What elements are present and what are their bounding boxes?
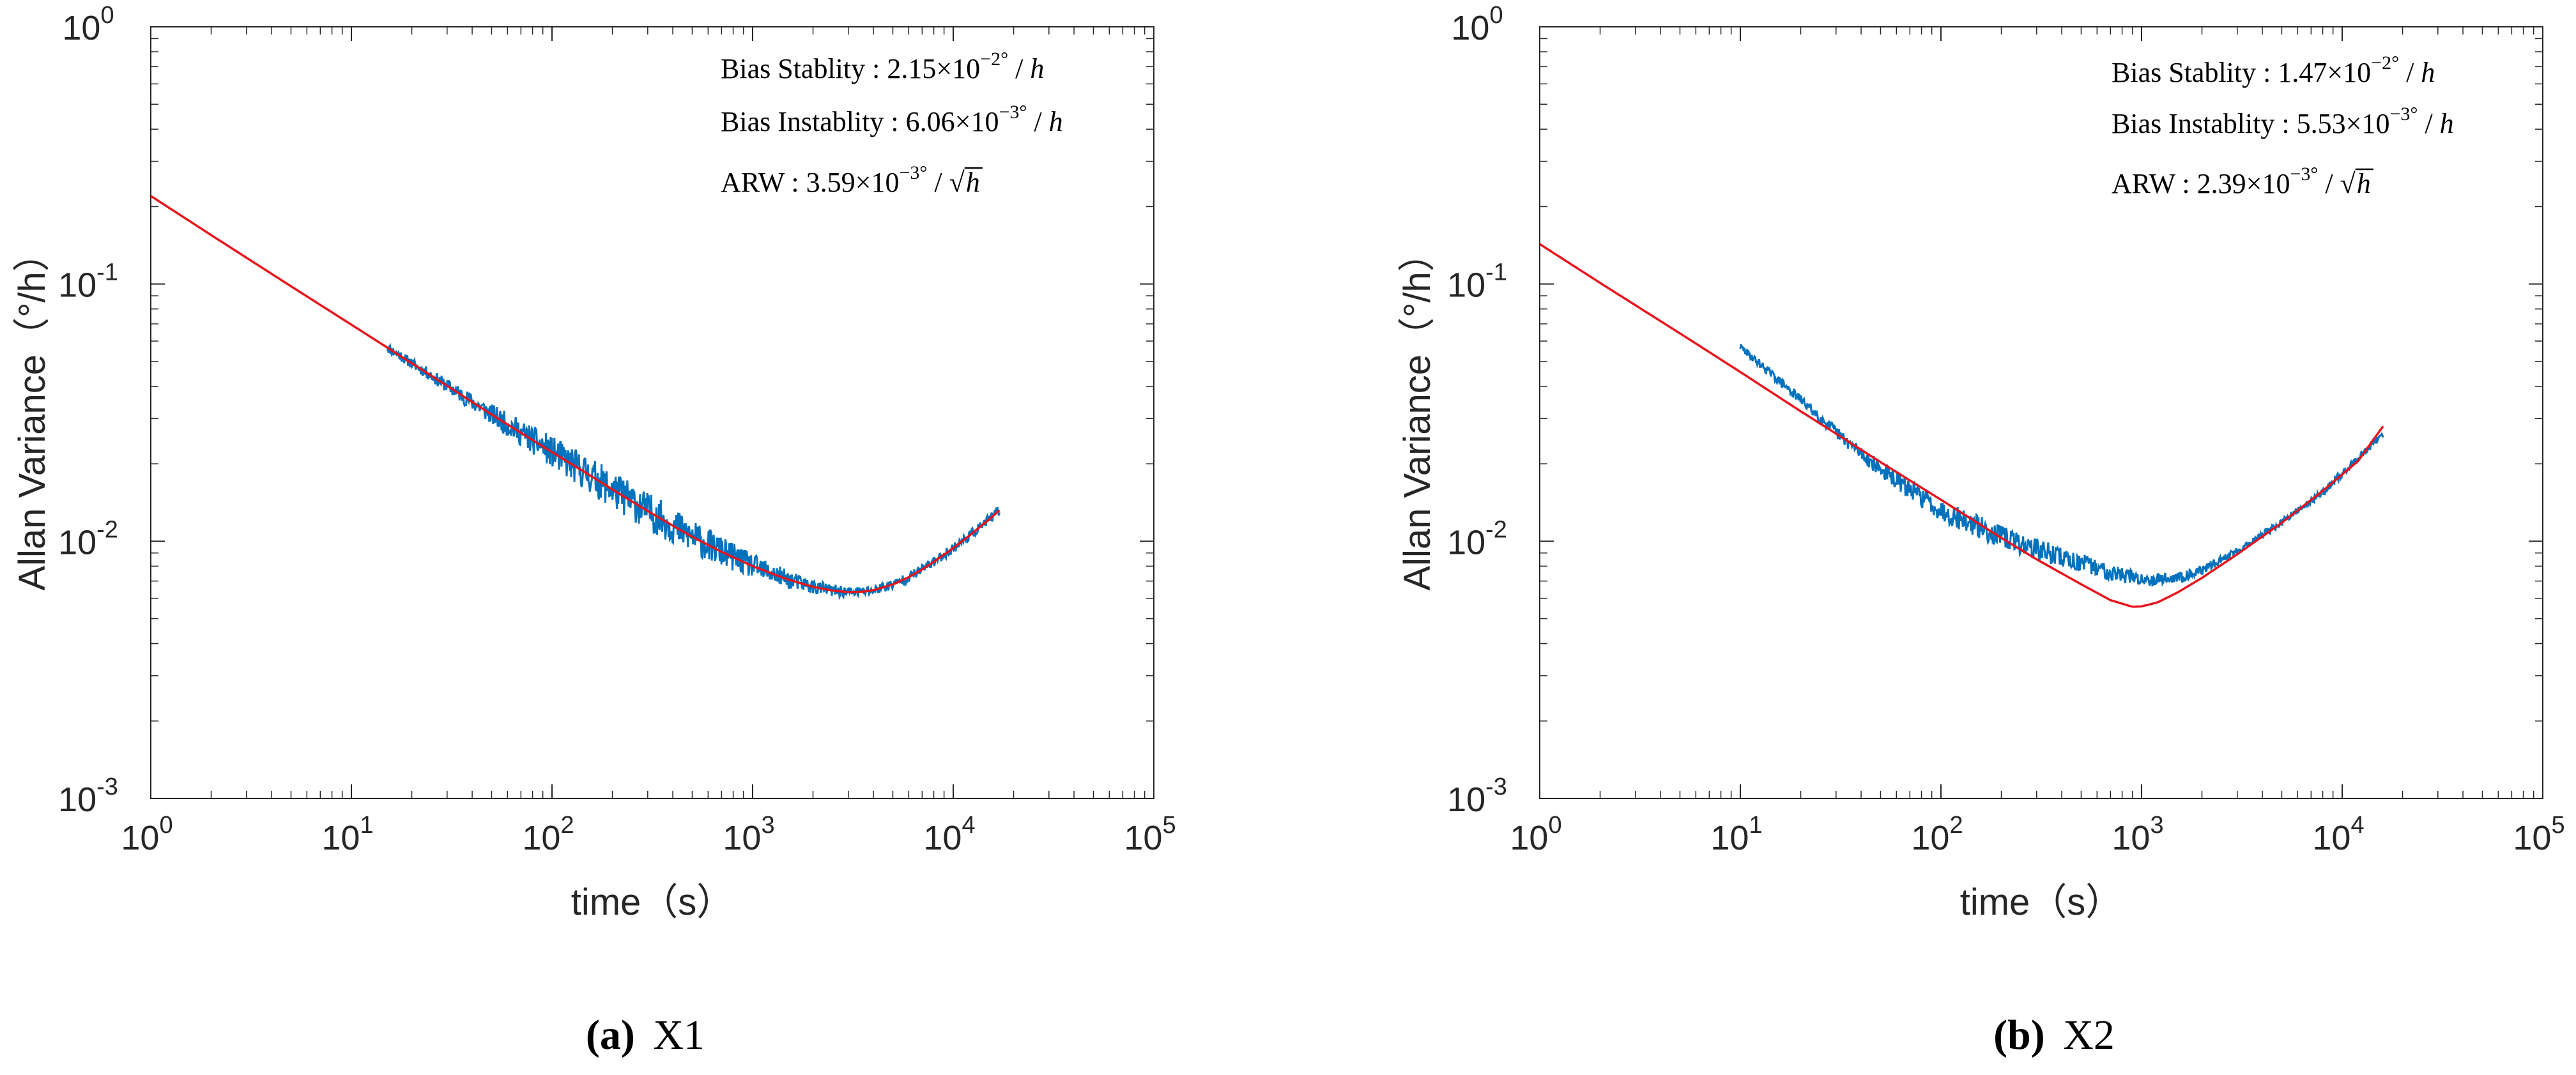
panel-label: X2 [2063, 1012, 2115, 1058]
x-tick-label: 105 [2513, 812, 2564, 857]
series-measured-line [387, 342, 1000, 600]
y-axis-label: Allan Variance（°/h） [1397, 234, 1438, 590]
y-tick-label: 10-2 [58, 516, 118, 561]
y-tick-label: 10-2 [1447, 516, 1507, 561]
stat-annotation: Bias Instablity : 6.06×10−3° / h [721, 102, 1063, 137]
panel-caption: (b) X2 [1993, 1012, 2115, 1058]
stats-annotations: Bias Stablity : 2.15×10−2° / h Bias Insta… [721, 49, 1063, 198]
x-tick-label: 103 [2112, 812, 2163, 857]
y-tick-label: 100 [62, 2, 114, 47]
stats-annotations: Bias Stablity : 1.47×10−2° / h Bias Insta… [2112, 52, 2454, 199]
stat-annotation: Bias Stablity : 1.47×10−2° / h [2112, 52, 2435, 88]
series-fit-line [150, 195, 1000, 593]
panel-letter: (b) [1993, 1012, 2045, 1058]
x-tick-label: 100 [121, 812, 172, 857]
stat-annotation: ARW : 2.39×10−3° / √h [2112, 164, 2371, 199]
panel-a: 100 101 102 103 104 105 10-3 10-2 10-1 100 time（s… [12, 2, 1176, 1058]
y-tick-label: 10-1 [1447, 259, 1507, 305]
stat-annotation: ARW : 3.59×10−3° / √h [721, 162, 980, 198]
y-tick-label: 10-3 [58, 774, 118, 819]
x-tick-label: 105 [1124, 812, 1176, 857]
panel-letter: (a) [586, 1012, 635, 1058]
panel-caption: (a) X1 [586, 1012, 705, 1058]
plot-area-frame [150, 26, 1154, 799]
panel-label: X1 [653, 1012, 705, 1058]
x-tick-label: 100 [1510, 812, 1561, 857]
panel-b: 100 101 102 103 104 105 10-3 10-2 10-1 100 time（s… [1397, 2, 2565, 1058]
x-tick-label: 101 [321, 812, 373, 857]
x-tick-label: 102 [522, 812, 574, 857]
y-axis-label: Allan Variance（°/h） [12, 234, 53, 590]
stat-annotation: Bias Stablity : 2.15×10−2° / h [721, 49, 1044, 84]
x-axis-label: time（s） [1960, 881, 2123, 923]
series-measured-line [1739, 344, 2384, 587]
stat-annotation: Bias Instablity : 5.53×10−3° / h [2112, 103, 2454, 139]
x-tick-label: 104 [2312, 812, 2364, 857]
series-fit-line [1539, 243, 2384, 608]
y-tick-label: 10-3 [1447, 774, 1507, 819]
y-tick-label: 10-1 [58, 259, 118, 305]
x-axis-label: time（s） [571, 881, 734, 923]
x-tick-label: 102 [1911, 812, 1963, 857]
x-tick-label: 101 [1710, 812, 1762, 857]
plot-area-frame [1539, 26, 2543, 799]
y-tick-label: 100 [1451, 2, 1503, 47]
x-tick-label: 104 [923, 812, 975, 857]
x-tick-label: 103 [723, 812, 774, 857]
